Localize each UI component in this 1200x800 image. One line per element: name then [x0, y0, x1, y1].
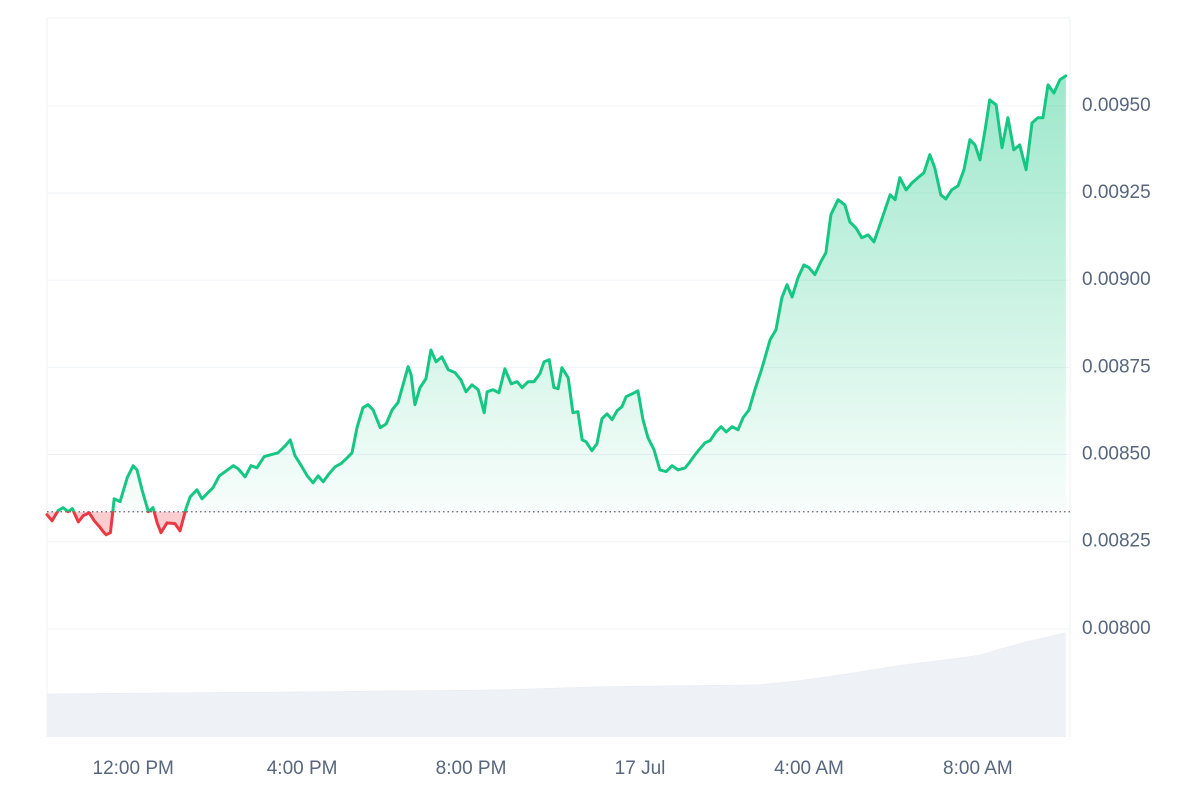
y-tick-label: 0.00900 [1082, 269, 1151, 290]
x-tick-label: 4:00 PM [267, 758, 338, 779]
x-tick-label: 17 Jul [615, 758, 666, 779]
x-tick-label: 8:00 PM [436, 758, 507, 779]
price-line [45, 74, 1068, 537]
x-tick-label: 4:00 AM [774, 758, 844, 779]
x-tick-label: 8:00 AM [943, 758, 1013, 779]
x-tick-label: 12:00 PM [93, 758, 174, 779]
y-tick-label: 0.00850 [1082, 444, 1151, 465]
y-tick-label: 0.00825 [1082, 531, 1151, 552]
price-area [47, 75, 1066, 535]
y-tick-label: 0.00875 [1082, 356, 1151, 377]
y-tick-label: 0.00950 [1082, 95, 1151, 116]
y-tick-label: 0.00800 [1082, 618, 1151, 639]
y-tick-label: 0.00925 [1082, 182, 1151, 203]
volume-area [47, 633, 1066, 737]
